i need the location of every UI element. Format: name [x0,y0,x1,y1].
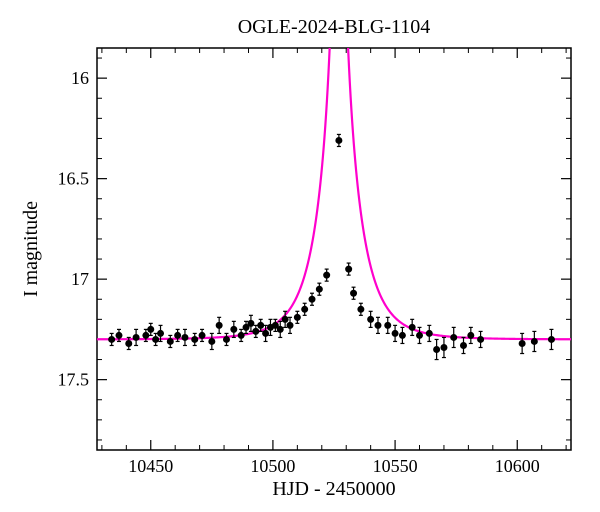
data-point [287,322,293,328]
data-point [199,332,205,338]
data-point [434,347,440,353]
x-tick-label: 10500 [250,456,295,476]
data-point [133,334,139,340]
data-point [143,332,149,338]
chart-title: OGLE-2024-BLG-1104 [238,16,431,38]
data-point [216,322,222,328]
data-point [263,330,269,336]
data-point [368,316,374,322]
data-point [175,332,181,338]
data-point [258,322,264,328]
data-point [519,340,525,346]
data-point [324,272,330,278]
data-point [282,316,288,322]
data-point [358,306,364,312]
data-point [385,322,391,328]
data-point [277,326,283,332]
data-point [209,338,215,344]
data-point [451,334,457,340]
chart-background [0,0,600,512]
x-tick-label: 10550 [373,456,418,476]
data-point [148,326,154,332]
data-point [182,334,188,340]
data-point [346,266,352,272]
data-point [441,344,447,350]
y-tick-label: 17 [71,269,89,289]
data-point [238,332,244,338]
data-point [302,306,308,312]
data-point [417,332,423,338]
data-point [336,137,342,143]
lightcurve-chart: OGLE-2024-BLG-1104 HJD - 2450000 I magnitu… [0,0,600,512]
data-point [392,330,398,336]
y-tick-label: 17.5 [58,370,90,390]
data-point [109,336,115,342]
y-tick-label: 16.5 [58,169,90,189]
data-point [351,290,357,296]
chart-container: OGLE-2024-BLG-1104 HJD - 2450000 I magnitu… [0,0,600,512]
x-tick-label: 10600 [495,456,540,476]
data-point [309,296,315,302]
x-axis-label: HJD - 2450000 [272,478,395,500]
y-tick-label: 16 [71,68,89,88]
data-point [192,336,198,342]
data-point [478,336,484,342]
data-point [294,314,300,320]
x-tick-label: 10450 [128,456,173,476]
data-point [231,326,237,332]
data-point [426,330,432,336]
data-point [531,338,537,344]
data-point [248,320,254,326]
y-axis-label: I magnitude [20,201,42,297]
data-point [126,340,132,346]
data-point [116,332,122,338]
data-point [167,338,173,344]
data-point [316,286,322,292]
data-point [375,322,381,328]
data-point [253,328,259,334]
data-point [153,336,159,342]
data-point [409,324,415,330]
data-point [158,330,164,336]
data-point [468,332,474,338]
data-point [399,332,405,338]
data-point [548,336,554,342]
data-point [460,342,466,348]
data-point [223,336,229,342]
